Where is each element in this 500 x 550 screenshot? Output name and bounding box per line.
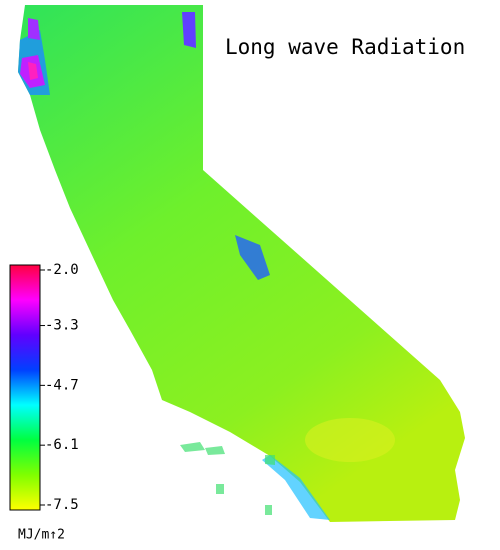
coast-spot	[28, 62, 38, 80]
colorbar-tick-label: -3.3	[45, 318, 79, 334]
colorbar-tick-label: -4.7	[45, 377, 79, 393]
colorbar-tick-label: -2.0	[45, 262, 79, 278]
colorbar-tick-label: -7.5	[45, 497, 79, 513]
island	[205, 446, 225, 455]
colorbar-gradient	[9, 264, 41, 511]
coast-shade	[262, 455, 330, 520]
island	[265, 505, 272, 515]
map-title: Long wave Radiation	[225, 35, 465, 59]
state-area	[18, 5, 465, 522]
coast-spot	[28, 18, 40, 40]
california-map	[18, 5, 465, 522]
colorbar-unit: MJ/m↑2	[18, 528, 65, 543]
colorbar: -2.0 -3.3 -4.7 -6.1 -7.5 MJ/m↑2	[9, 262, 79, 543]
colorbar-tick-label: -6.1	[45, 437, 79, 453]
mountain-spot	[235, 235, 270, 280]
island	[265, 455, 275, 465]
warm-area	[305, 418, 395, 462]
island	[180, 442, 205, 452]
mountain-spot	[182, 12, 196, 48]
island	[216, 484, 224, 494]
